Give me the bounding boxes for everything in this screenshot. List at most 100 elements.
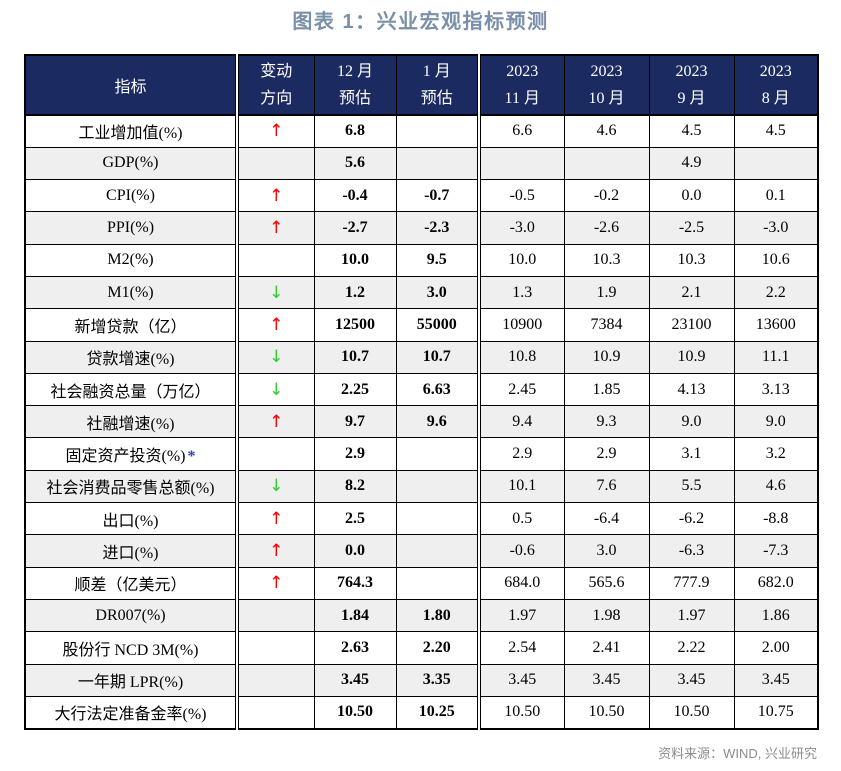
header-change-direction: 变动 方向 [236, 54, 315, 116]
cell-2023-11: 10900 [478, 308, 565, 342]
change-direction-cell [236, 695, 315, 730]
cell-2023-9: 9.0 [648, 405, 735, 439]
cell-jan-forecast [395, 469, 481, 504]
cell-2023-10: 2.9 [563, 437, 650, 471]
header-line2: 8 月 [761, 90, 790, 107]
row-label: 股份行 NCD 3M(%) [62, 641, 199, 659]
row-label: 新增贷款（亿） [74, 318, 187, 336]
cell-2023-8: 0.1 [733, 179, 819, 213]
row-label: 大行法定准备金率(%) [54, 706, 207, 724]
cell-dec-forecast: 3.45 [313, 663, 397, 697]
table-row: M1(%) ↓ 1.2 3.0 1.3 1.9 2.1 2.2 [24, 275, 819, 310]
cell-2023-8: -7.3 [733, 534, 819, 568]
cell-2023-11: 684.0 [478, 566, 565, 600]
table-row: 股份行 NCD 3M(%) 2.63 2.20 2.54 2.41 2.22 2.00 [24, 631, 819, 665]
row-label-cell: 股份行 NCD 3M(%) [24, 631, 239, 665]
table-row: 大行法定准备金率(%) 10.50 10.25 10.50 10.50 10.50 10.7… [24, 695, 819, 730]
table-row: DR007(%) 1.84 1.80 1.97 1.98 1.97 1.86 [24, 598, 819, 633]
cell-jan-forecast: 10.7 [395, 340, 481, 374]
cell-2023-10 [563, 146, 650, 181]
cell-2023-9: 777.9 [648, 566, 735, 600]
cell-dec-forecast: 2.5 [313, 502, 397, 536]
table-row: 工业增加值(%) ↑ 6.8 6.6 4.6 4.5 4.5 [24, 114, 819, 148]
cell-2023-9: -6.2 [648, 502, 735, 536]
header-indicator: 指标 [24, 54, 239, 116]
cell-dec-forecast: 2.9 [313, 437, 397, 471]
cell-2023-8: 3.45 [733, 663, 819, 697]
header-line1: 变动 [260, 63, 293, 80]
cell-2023-9: 10.9 [648, 340, 735, 374]
cell-2023-11: 10.8 [478, 340, 565, 374]
row-label-cell: 社会融资总量（万亿） [24, 372, 239, 407]
cell-2023-8: -3.0 [733, 211, 819, 245]
cell-2023-10: 3.45 [563, 663, 650, 697]
cell-2023-9: 2.22 [648, 631, 735, 665]
row-label: 顺差（亿美元） [74, 577, 187, 595]
cell-dec-forecast: 10.7 [313, 340, 397, 374]
cell-2023-8: 682.0 [733, 566, 819, 600]
header-2023-8: 2023 8 月 [733, 54, 819, 116]
down-arrow-icon: ↓ [269, 282, 284, 303]
cell-2023-11: 2.9 [478, 437, 565, 471]
row-label: 进口(%) [102, 545, 159, 562]
row-label-cell: DR007(%) [24, 598, 239, 633]
change-direction-cell: ↑ [236, 534, 315, 568]
header-line2: 11 月 [504, 90, 540, 107]
up-arrow-icon: ↑ [269, 573, 284, 594]
row-label-cell: GDP(%) [24, 146, 239, 181]
cell-dec-forecast: 2.63 [313, 631, 397, 665]
row-label-cell: 进口(%) [24, 534, 239, 568]
cell-2023-10: -0.2 [563, 179, 650, 213]
row-label-cell: 贷款增速(%) [24, 340, 239, 374]
change-direction-cell: ↑ [236, 405, 315, 439]
header-2023-11: 2023 11 月 [478, 54, 565, 116]
up-arrow-icon: ↑ [269, 218, 284, 239]
cell-2023-10: 565.6 [563, 566, 650, 600]
cell-2023-11: -0.6 [478, 534, 565, 568]
cell-dec-forecast: 0.0 [313, 534, 397, 568]
cell-2023-8: 4.5 [733, 114, 819, 148]
cell-2023-10: 10.9 [563, 340, 650, 374]
change-direction-cell: ↑ [236, 566, 315, 600]
table-header-row: 指标 变动 方向 12 月预估 1 月预估 2023 11 月 2023 10 月 2023 9 … [24, 54, 819, 116]
cell-2023-11: 10.0 [478, 243, 565, 277]
cell-2023-11: 0.5 [478, 502, 565, 536]
cell-jan-forecast: 1.80 [395, 598, 481, 633]
cell-jan-forecast: -0.7 [395, 179, 481, 213]
row-label: 固定资产投资(%) [65, 448, 186, 466]
up-arrow-icon: ↑ [269, 411, 284, 432]
change-direction-cell: ↓ [236, 469, 315, 504]
cell-jan-forecast: 9.6 [395, 405, 481, 439]
cell-2023-8: 1.86 [733, 598, 819, 633]
change-direction-cell: ↓ [236, 275, 315, 310]
up-arrow-icon: ↑ [269, 121, 284, 142]
cell-dec-forecast: 5.6 [313, 146, 397, 181]
change-direction-cell: ↑ [236, 114, 315, 148]
up-arrow-icon: ↑ [269, 314, 284, 335]
row-label-cell: PPI(%) [24, 211, 239, 245]
cell-2023-9: 0.0 [648, 179, 735, 213]
table-row: 固定资产投资(%) * 2.9 2.9 2.9 3.1 3.2 [24, 437, 819, 471]
cell-jan-forecast: 2.20 [395, 631, 481, 665]
cell-2023-11: 2.45 [478, 372, 565, 407]
cell-dec-forecast: 12500 [313, 308, 397, 342]
cell-2023-11 [478, 146, 565, 181]
cell-dec-forecast: 2.25 [313, 372, 397, 407]
row-label: 贷款增速(%) [86, 351, 175, 369]
cell-2023-9: 10.3 [648, 243, 735, 277]
row-label: 社会融资总量（万亿） [50, 383, 211, 401]
row-label-cell: 社会消费品零售总额(%) [24, 469, 239, 504]
cell-2023-8: 4.6 [733, 469, 819, 504]
cell-jan-forecast: 6.63 [395, 372, 481, 407]
cell-2023-10: 4.6 [563, 114, 650, 148]
change-direction-cell [236, 663, 315, 697]
cell-jan-forecast: 55000 [395, 308, 481, 342]
cell-2023-8: -8.8 [733, 502, 819, 536]
up-arrow-icon: ↑ [269, 541, 284, 561]
change-direction-cell [236, 243, 315, 277]
cell-2023-9: -6.3 [648, 534, 735, 568]
cell-jan-forecast [395, 534, 481, 568]
table-row: CPI(%) ↑ -0.4 -0.7 -0.5 -0.2 0.0 0.1 [24, 179, 819, 213]
row-label-cell: 顺差（亿美元） [24, 566, 239, 600]
cell-2023-10: 9.3 [563, 405, 650, 439]
